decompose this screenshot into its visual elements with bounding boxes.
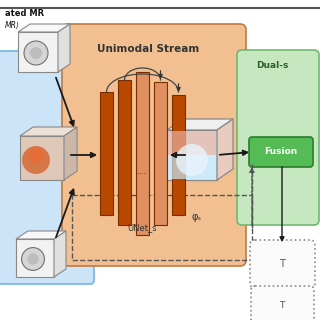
Text: Fusion: Fusion	[264, 148, 298, 156]
FancyBboxPatch shape	[0, 51, 94, 284]
Text: T: T	[279, 259, 285, 269]
Polygon shape	[168, 155, 216, 179]
Circle shape	[176, 144, 208, 176]
Polygon shape	[16, 231, 66, 239]
Polygon shape	[18, 32, 58, 72]
Text: Unimodal Stream: Unimodal Stream	[97, 44, 199, 54]
Circle shape	[28, 147, 44, 163]
Text: φₛ: φₛ	[192, 212, 202, 222]
Bar	[154, 82, 167, 225]
Circle shape	[22, 146, 50, 174]
Bar	[118, 80, 131, 225]
FancyBboxPatch shape	[250, 240, 315, 288]
Polygon shape	[20, 136, 64, 180]
Polygon shape	[16, 239, 54, 277]
Circle shape	[27, 253, 39, 265]
Circle shape	[30, 47, 42, 59]
Bar	[100, 92, 113, 215]
Polygon shape	[64, 127, 77, 180]
Text: ated MR: ated MR	[5, 9, 44, 18]
Text: ...: ...	[136, 164, 148, 177]
FancyBboxPatch shape	[62, 24, 246, 266]
Polygon shape	[54, 231, 66, 277]
Polygon shape	[167, 119, 233, 130]
Polygon shape	[217, 119, 233, 180]
Text: UNet_s: UNet_s	[127, 223, 157, 232]
Polygon shape	[58, 24, 70, 72]
Bar	[172, 95, 185, 215]
FancyBboxPatch shape	[237, 50, 319, 225]
Circle shape	[24, 41, 48, 65]
Polygon shape	[20, 127, 77, 136]
FancyBboxPatch shape	[251, 286, 314, 320]
Text: MR⟩: MR⟩	[5, 21, 20, 30]
FancyBboxPatch shape	[249, 137, 313, 167]
Circle shape	[22, 248, 44, 270]
Text: Dual-s: Dual-s	[256, 61, 288, 70]
Bar	[72, 195, 252, 260]
Polygon shape	[18, 24, 70, 32]
Polygon shape	[168, 131, 216, 155]
Bar	[136, 72, 149, 235]
Text: T: T	[279, 300, 285, 309]
Polygon shape	[167, 130, 217, 180]
